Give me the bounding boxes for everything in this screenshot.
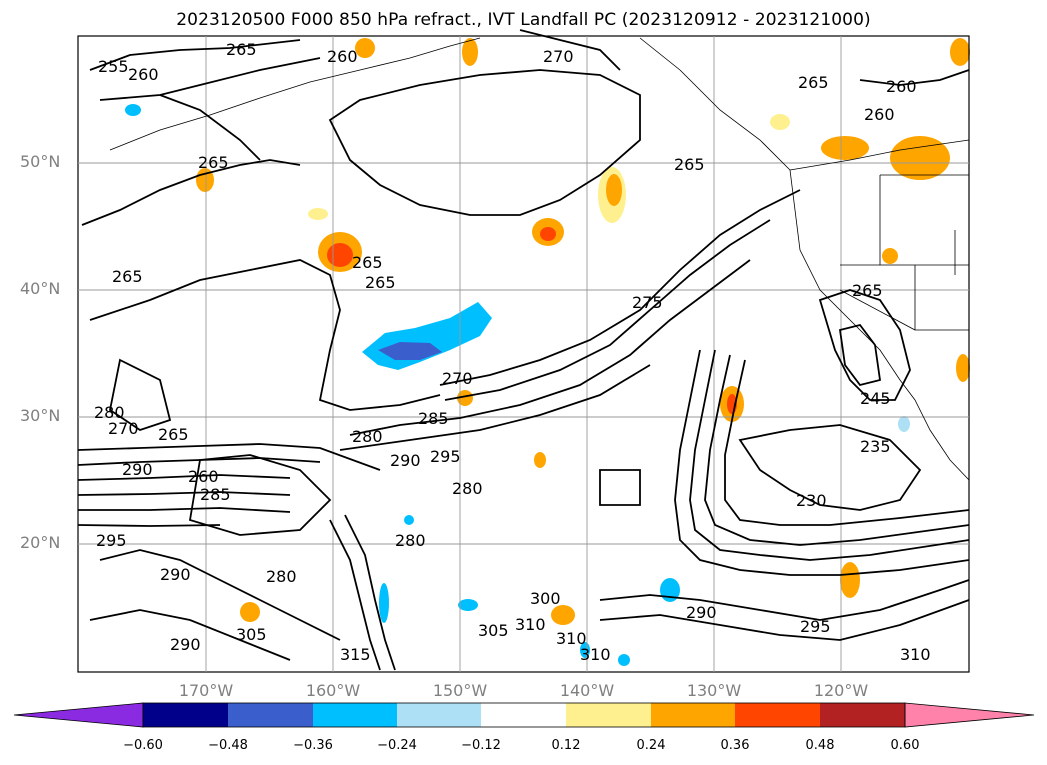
colorbar-segment [481, 703, 566, 727]
colorbar-tick: 0.60 [890, 738, 920, 753]
contour-label: 295 [96, 531, 127, 550]
colorbar-segment [228, 703, 313, 727]
lon-label-150w: 150°W [432, 681, 488, 700]
contour-label: 265 [798, 73, 829, 92]
lon-label-140w: 140°W [559, 681, 615, 700]
contour-label: 310 [580, 645, 611, 664]
contour-label: 265 [198, 153, 229, 172]
contour-label: 310 [515, 615, 546, 634]
contour-label: 255 [98, 57, 129, 76]
colorbar-tick: 0.36 [720, 738, 750, 753]
colorbar-extend-left [13, 702, 144, 728]
colorbar-tick: −0.12 [461, 738, 501, 753]
contour-label: 290 [686, 603, 717, 622]
contour-label: 280 [395, 531, 426, 550]
contour-label: 270 [543, 47, 574, 66]
contour-label: 295 [430, 447, 461, 466]
colorbar-tick: −0.36 [293, 738, 333, 753]
map-frame [77, 35, 970, 673]
contour-label: 280 [94, 403, 125, 422]
colorbar-tick: 0.24 [636, 738, 666, 753]
contour-label: 245 [860, 389, 891, 408]
colorbar-segment [397, 703, 481, 727]
colorbar-segment [313, 703, 397, 727]
contour-label: 285 [200, 485, 231, 504]
contour-label: 305 [236, 625, 267, 644]
colorbar-tick: −0.60 [123, 738, 163, 753]
contour-label: 270 [108, 419, 139, 438]
lon-label-120w: 120°W [813, 681, 869, 700]
lat-label-50n: 50°N [20, 152, 61, 171]
contour-label: 290 [122, 460, 153, 479]
contour-labels: 255 260 265 260 270 265 260 260 265 265 … [94, 40, 931, 664]
contour-label: 260 [188, 467, 219, 486]
contour-label: 230 [796, 491, 827, 510]
lon-label-160w: 160°W [305, 681, 361, 700]
contour-label: 260 [886, 77, 917, 96]
contour-label: 260 [327, 47, 358, 66]
contour-label: 290 [170, 635, 201, 654]
colorbar-segment [820, 703, 905, 727]
coastlines [109, 37, 970, 481]
contour-label: 265 [852, 281, 883, 300]
contour-label: 280 [352, 427, 383, 446]
lat-label-40n: 40°N [20, 279, 61, 298]
contour-lines [77, 29, 970, 671]
colorbar-outline [142, 702, 906, 728]
colorbar-segment [735, 703, 820, 727]
contour-label: 290 [160, 565, 191, 584]
contour-label: 265 [112, 267, 143, 286]
contour-label: 310 [556, 629, 587, 648]
lat-label-20n: 20°N [20, 533, 61, 552]
colorbar-segment [143, 703, 228, 727]
lon-label-170w: 170°W [178, 681, 234, 700]
contour-label: 265 [226, 40, 257, 59]
colorbar-segment [651, 703, 735, 727]
colorbar-tick: −0.24 [377, 738, 417, 753]
contour-label: 310 [900, 645, 931, 664]
positive-fill-areas [196, 38, 970, 625]
contour-label: 265 [158, 425, 189, 444]
contour-label: 290 [390, 451, 421, 470]
contour-label: 275 [632, 293, 663, 312]
contour-label: 280 [452, 479, 483, 498]
colorbar [13, 702, 1035, 728]
colorbar-tick: 0.48 [805, 738, 835, 753]
contour-label: 295 [800, 617, 831, 636]
contour-label: 300 [530, 589, 561, 608]
colorbar-segment [566, 703, 651, 727]
contour-label: 265 [365, 273, 396, 292]
contour-label: 235 [860, 437, 891, 456]
contour-label: 260 [864, 105, 895, 124]
contour-label: 305 [478, 621, 509, 640]
contour-label: 265 [352, 253, 383, 272]
contour-label: 270 [442, 369, 473, 388]
lat-label-30n: 30°N [20, 406, 61, 425]
colorbar-tick: −0.48 [208, 738, 248, 753]
map-title: 2023120500 F000 850 hPa refract., IVT La… [176, 10, 871, 30]
colorbar-tick: 0.12 [551, 738, 581, 753]
colorbar-extend-right [904, 702, 1035, 728]
contour-label: 260 [128, 65, 159, 84]
contour-label: 280 [266, 567, 297, 586]
negative-fill-areas [125, 104, 910, 666]
contour-label: 285 [418, 409, 449, 428]
lon-label-130w: 130°W [686, 681, 742, 700]
contour-label: 315 [340, 645, 371, 664]
contour-label: 265 [674, 155, 705, 174]
